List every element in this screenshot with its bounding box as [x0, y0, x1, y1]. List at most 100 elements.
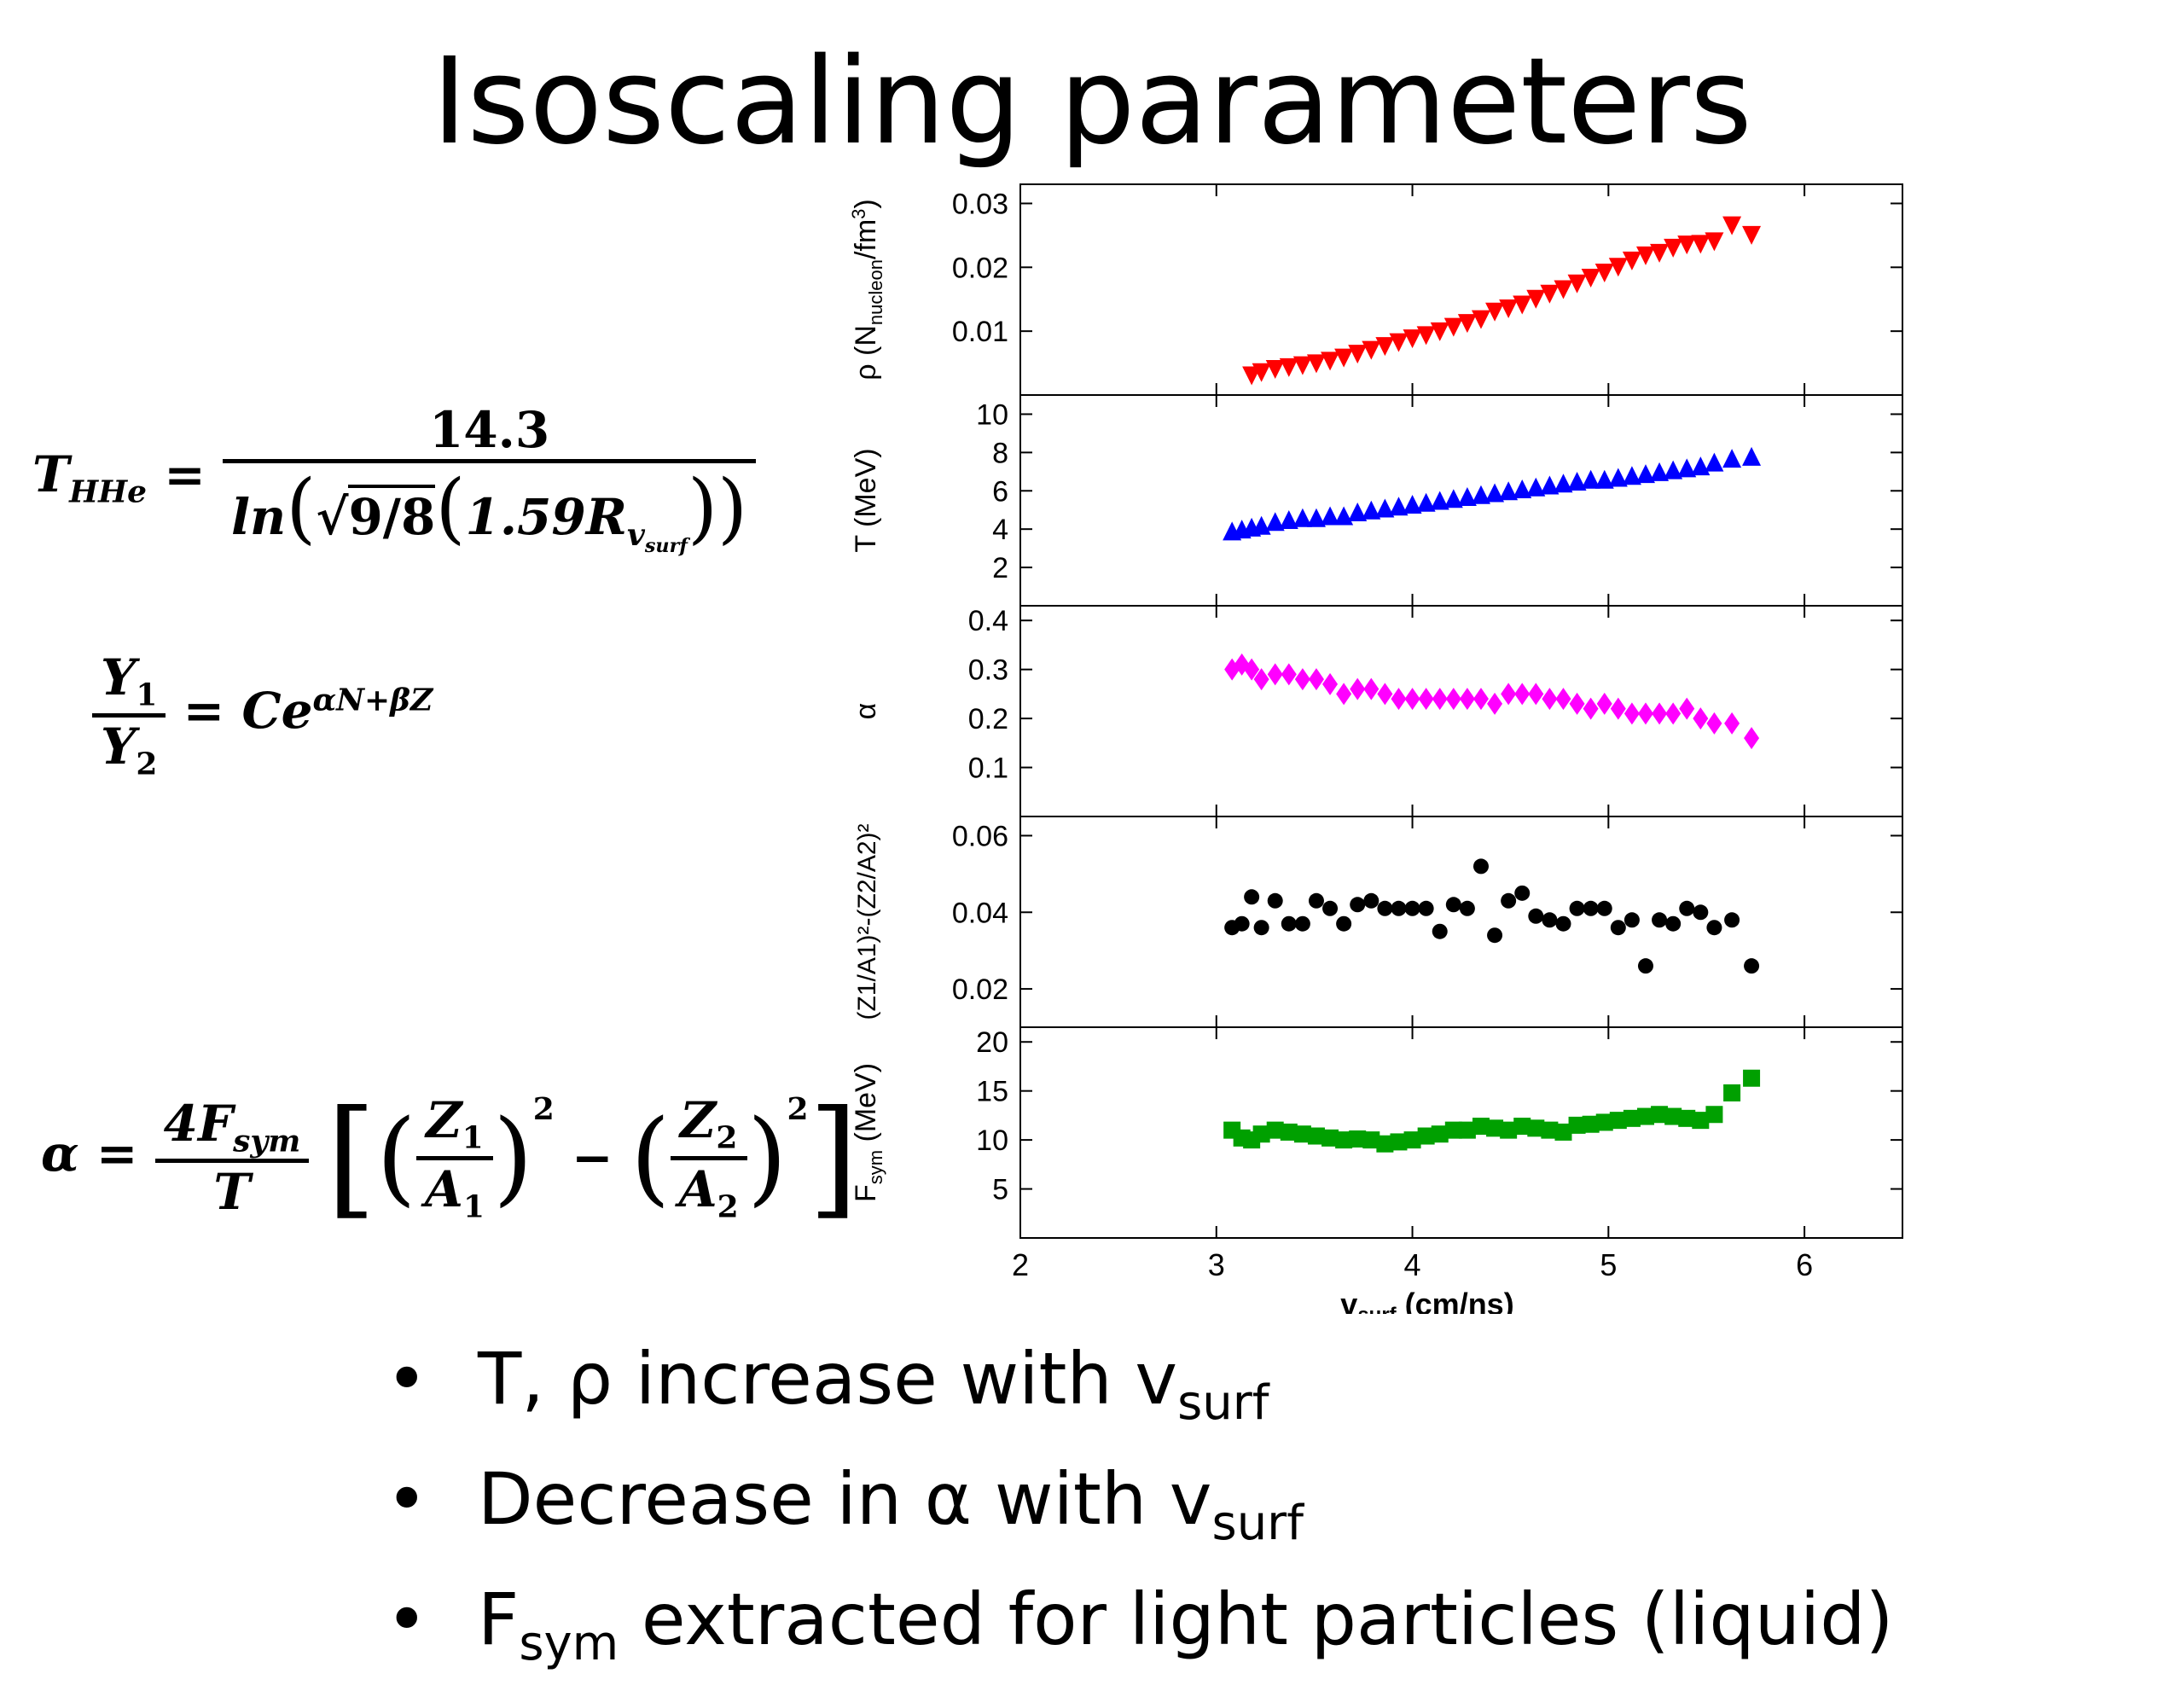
data-point-alpha: [1528, 683, 1544, 706]
data-point-rho: [1499, 299, 1519, 318]
data-point-isospin: [1377, 900, 1393, 916]
data-point-isospin: [1445, 897, 1461, 913]
data-point-temperature: [1567, 472, 1587, 491]
data-point-fsym: [1472, 1118, 1490, 1136]
data-point-rho: [1608, 258, 1628, 277]
data-point-rho: [1677, 235, 1697, 255]
data-point-fsym: [1390, 1133, 1408, 1151]
data-point-alpha: [1596, 692, 1612, 715]
data-point-rho: [1362, 340, 1381, 360]
data-point-alpha: [1679, 697, 1695, 720]
data-point-fsym: [1266, 1121, 1284, 1139]
data-point-rho: [1443, 317, 1463, 337]
data-point-fsym: [1403, 1131, 1421, 1149]
data-point-temperature: [1499, 481, 1519, 501]
thhe-denominator: ln(√9/8(1.59Rvsurf)): [223, 459, 757, 557]
data-point-isospin: [1693, 904, 1709, 921]
panel-frame: [1019, 1026, 1903, 1239]
data-point-rho: [1567, 274, 1587, 293]
data-point-rho: [1252, 363, 1271, 382]
data-point-temperature: [1622, 466, 1641, 485]
data-point-alpha: [1693, 707, 1709, 730]
data-point-temperature: [1554, 474, 1573, 493]
data-point-isospin: [1542, 912, 1558, 928]
data-point-rho: [1389, 333, 1409, 352]
y-tick-label: 0.2: [968, 703, 1008, 735]
data-point-fsym: [1692, 1112, 1710, 1130]
data-point-alpha: [1377, 683, 1393, 706]
data-point-temperature: [1581, 469, 1600, 489]
data-point-isospin: [1350, 897, 1366, 913]
equation-yield-ratio: Y1 Y2 = CeαN+βZ: [92, 648, 433, 782]
data-point-fsym: [1349, 1130, 1367, 1148]
data-point-alpha: [1391, 688, 1407, 711]
data-point-rho: [1513, 295, 1532, 315]
data-point-rho: [1691, 235, 1711, 254]
data-point-isospin: [1363, 892, 1380, 909]
data-point-alpha: [1555, 688, 1571, 711]
thhe-fraction: 14.3 ln(√9/8(1.59Rvsurf)): [223, 401, 757, 557]
data-point-alpha: [1432, 688, 1448, 711]
data-point-fsym: [1743, 1069, 1761, 1087]
data-point-alpha: [1623, 702, 1640, 725]
data-point-temperature: [1362, 500, 1381, 520]
data-point-temperature: [1348, 502, 1368, 521]
data-point-rho: [1485, 302, 1505, 322]
data-point-fsym: [1582, 1115, 1600, 1133]
panel-alpha: 0.1 0.2 0.3 0.4 α: [850, 605, 1903, 817]
data-point-alpha: [1487, 692, 1503, 715]
data-point-fsym: [1513, 1118, 1531, 1136]
data-point-isospin: [1623, 912, 1640, 928]
y-axis-label: T (MeV): [850, 448, 882, 552]
data-point-fsym: [1417, 1127, 1435, 1145]
data-point-temperature: [1705, 452, 1724, 472]
yield-rhs: CeαN+βZ: [241, 682, 433, 741]
thhe-lhs: THHe: [32, 445, 147, 510]
data-point-rho: [1471, 310, 1490, 329]
data-point-rho: [1279, 357, 1298, 377]
data-point-isospin: [1267, 892, 1283, 909]
data-point-isospin: [1610, 920, 1626, 936]
data-point-rho: [1540, 284, 1560, 304]
data-point-rho: [1650, 243, 1670, 263]
data-point-alpha: [1706, 712, 1722, 735]
data-point-fsym: [1486, 1119, 1504, 1137]
data-point-temperature: [1635, 464, 1655, 484]
data-point-temperature: [1540, 475, 1560, 495]
y-tick-label: 0.03: [952, 188, 1008, 220]
data-point-rho: [1594, 264, 1614, 283]
y-tick-label: 6: [992, 475, 1008, 508]
x-tick-label: 4: [1404, 1247, 1421, 1282]
panel-rho: 0.01 0.02 0.03 ρ (Nnucleon/fm3): [848, 183, 1903, 396]
thhe-numerator: 14.3: [428, 401, 550, 459]
data-point-rho: [1334, 348, 1354, 368]
data-point-temperature: [1722, 449, 1742, 468]
data-point-alpha: [1445, 688, 1461, 711]
data-point-rho: [1742, 225, 1762, 245]
data-point-isospin: [1234, 915, 1250, 932]
yield-fraction: Y1 Y2: [92, 648, 166, 782]
data-point-alpha: [1322, 672, 1339, 695]
data-point-rho: [1416, 326, 1436, 346]
data-point-rho: [1705, 232, 1724, 252]
data-point-temperature: [1252, 515, 1271, 535]
data-point-rho: [1403, 329, 1422, 349]
data-point-isospin: [1583, 900, 1599, 916]
data-point-isospin: [1459, 900, 1475, 916]
data-point-isospin: [1569, 900, 1585, 916]
data-point-isospin: [1596, 900, 1612, 916]
data-point-fsym: [1307, 1127, 1325, 1145]
data-point-isospin: [1501, 892, 1517, 909]
data-point-alpha: [1610, 697, 1626, 720]
data-point-rho: [1321, 352, 1340, 371]
data-point-isospin: [1244, 889, 1260, 905]
data-point-temperature: [1485, 483, 1505, 503]
data-point-rho: [1554, 280, 1573, 299]
data-point-temperature: [1664, 460, 1683, 479]
data-point-isospin: [1281, 915, 1297, 932]
data-point-isospin: [1487, 927, 1503, 944]
y-tick-label: 0.4: [968, 605, 1008, 637]
z2-over-a2: Z2 A2: [670, 1091, 747, 1224]
y-axis-label: Fsym (MeV): [850, 1063, 886, 1202]
data-point-isospin: [1652, 912, 1668, 928]
